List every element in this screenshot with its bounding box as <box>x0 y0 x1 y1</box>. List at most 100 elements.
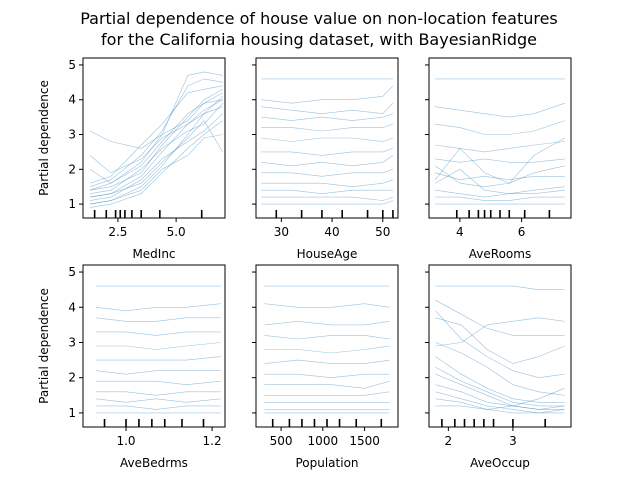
axes-frame <box>255 264 399 428</box>
axes-frame <box>82 57 226 219</box>
x-tick-label: 30 <box>274 225 289 239</box>
x-tick-label: 40 <box>324 225 339 239</box>
ice-line <box>435 310 565 379</box>
axes-frame <box>428 57 572 219</box>
ice-line <box>435 398 565 414</box>
y-tick-label: 1 <box>68 406 76 420</box>
x-axis-label: AveOccup <box>470 456 530 470</box>
ice-line <box>89 99 223 198</box>
ice-line <box>89 96 223 205</box>
x-axis-label: AveBedrms <box>120 456 188 470</box>
y-tick-label: 4 <box>68 93 76 107</box>
ice-line <box>435 168 565 195</box>
ice-line <box>261 189 393 195</box>
x-tick-label: 1500 <box>349 434 380 448</box>
ice-line <box>435 172 565 181</box>
axes-frame <box>255 57 399 219</box>
ice-line <box>95 398 221 403</box>
ice-line <box>435 299 565 336</box>
x-tick-label: 4 <box>456 225 464 239</box>
ice-line <box>95 356 221 361</box>
x-tick-label: 1.2 <box>203 434 222 448</box>
subplot-aveoccup: 2 3 AveOccup <box>425 264 572 470</box>
ice-line <box>264 359 390 364</box>
ice-curves <box>261 78 394 205</box>
ice-line <box>261 196 393 201</box>
ice-line <box>95 370 221 375</box>
ice-line <box>264 320 390 326</box>
ice-line <box>435 165 565 188</box>
ice-line <box>435 388 565 410</box>
axes-frame <box>428 264 572 428</box>
ice-line <box>435 373 565 410</box>
y-tick-label: 2 <box>68 162 76 176</box>
ice-line <box>264 373 390 379</box>
chart-title-line-2: for the California housing dataset, with… <box>101 30 537 49</box>
y-tick-label: 5 <box>68 265 76 279</box>
ice-line <box>261 148 393 156</box>
ice-line <box>264 380 390 389</box>
ice-line <box>435 158 565 163</box>
subplot-medinc: 2.5 5.0 MedInc 1 2 3 4 5 Partial dependence <box>37 57 226 261</box>
ice-line <box>261 137 393 142</box>
ice-line <box>95 405 221 410</box>
ice-line <box>95 342 221 350</box>
ice-line <box>264 303 390 308</box>
x-axis-label: Population <box>295 456 358 470</box>
ice-line <box>435 189 565 198</box>
y-tick-label: 3 <box>68 335 76 349</box>
ice-line <box>261 179 393 188</box>
y-tick-label: 4 <box>68 300 76 314</box>
ice-line <box>89 78 223 187</box>
ice-line <box>89 102 223 194</box>
y-tick-label: 2 <box>68 371 76 385</box>
subplot-houseage: 30 40 50 HouseAge <box>252 57 399 261</box>
ice-curves <box>434 78 565 205</box>
ice-line <box>264 345 390 354</box>
ice-line <box>435 141 565 153</box>
ice-line <box>261 155 394 167</box>
ice-line <box>435 102 565 118</box>
x-axis-label: HouseAge <box>297 247 358 261</box>
y-axis-label: Partial dependence <box>37 80 51 196</box>
ice-line <box>95 380 221 386</box>
ice-line <box>89 134 223 205</box>
ice-line <box>434 137 565 184</box>
ice-line <box>89 120 223 198</box>
ice-curves <box>95 285 221 414</box>
axes-frame <box>82 264 226 428</box>
ice-line <box>89 85 223 184</box>
x-tick-label: 50 <box>375 225 390 239</box>
y-tick-label: 3 <box>68 128 76 142</box>
x-tick-label: 5.0 <box>167 225 186 239</box>
ice-line <box>89 89 223 191</box>
ice-line <box>435 317 565 347</box>
x-tick-label: 2 <box>445 434 453 448</box>
ice-line <box>261 85 394 104</box>
ice-line <box>89 106 223 174</box>
ice-line <box>261 102 394 115</box>
ice-line <box>89 92 223 184</box>
ice-line <box>435 342 565 396</box>
ice-line <box>89 71 223 191</box>
ice-line <box>264 335 390 340</box>
x-tick-label: 1.0 <box>116 434 135 448</box>
x-tick-label: 1000 <box>308 434 339 448</box>
subplot-averooms: 4 6 AveRooms <box>425 57 572 261</box>
y-tick-label: 5 <box>68 58 76 72</box>
ice-line <box>95 391 221 396</box>
x-tick-label: 500 <box>270 434 293 448</box>
ice-line <box>261 113 393 121</box>
ice-curves <box>264 285 390 414</box>
ice-line <box>261 200 393 205</box>
x-tick-label: 6 <box>518 225 526 239</box>
x-tick-label: 3 <box>509 434 517 448</box>
y-tick-label: 1 <box>68 197 76 211</box>
ice-line <box>89 120 223 208</box>
x-axis-label: AveRooms <box>469 247 531 261</box>
ice-line <box>435 196 565 201</box>
ice-line <box>95 331 221 336</box>
ice-line <box>435 366 565 407</box>
x-axis-label: MedInc <box>132 247 175 261</box>
